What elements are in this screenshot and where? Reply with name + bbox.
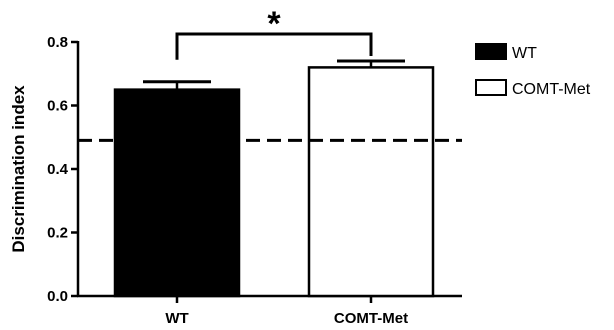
y-tick-label: 0.4 xyxy=(47,161,69,178)
y-tick-label: 0.6 xyxy=(47,98,68,115)
legend-swatch-comt-met xyxy=(475,79,507,96)
annotations: * xyxy=(78,5,462,142)
bar-wt xyxy=(113,88,241,298)
bars xyxy=(113,59,435,298)
legend-label: WT xyxy=(512,45,537,62)
y-tick-label: 0.0 xyxy=(47,288,68,305)
bar-comt-met xyxy=(307,66,435,298)
y-tick-label: 0.8 xyxy=(47,34,68,51)
significance-marker: * xyxy=(267,5,281,43)
significance-bracket xyxy=(175,32,373,60)
legend: WT COMT-Met xyxy=(475,43,591,98)
y-tick-label: 0.2 xyxy=(47,225,68,242)
x-tick-label: WT xyxy=(165,310,188,327)
legend-label: COMT-Met xyxy=(512,81,591,98)
y-axis-label: Discrimination index xyxy=(9,85,28,253)
x-tick-label: COMT-Met xyxy=(334,310,408,327)
legend-swatch-wt xyxy=(475,43,507,60)
